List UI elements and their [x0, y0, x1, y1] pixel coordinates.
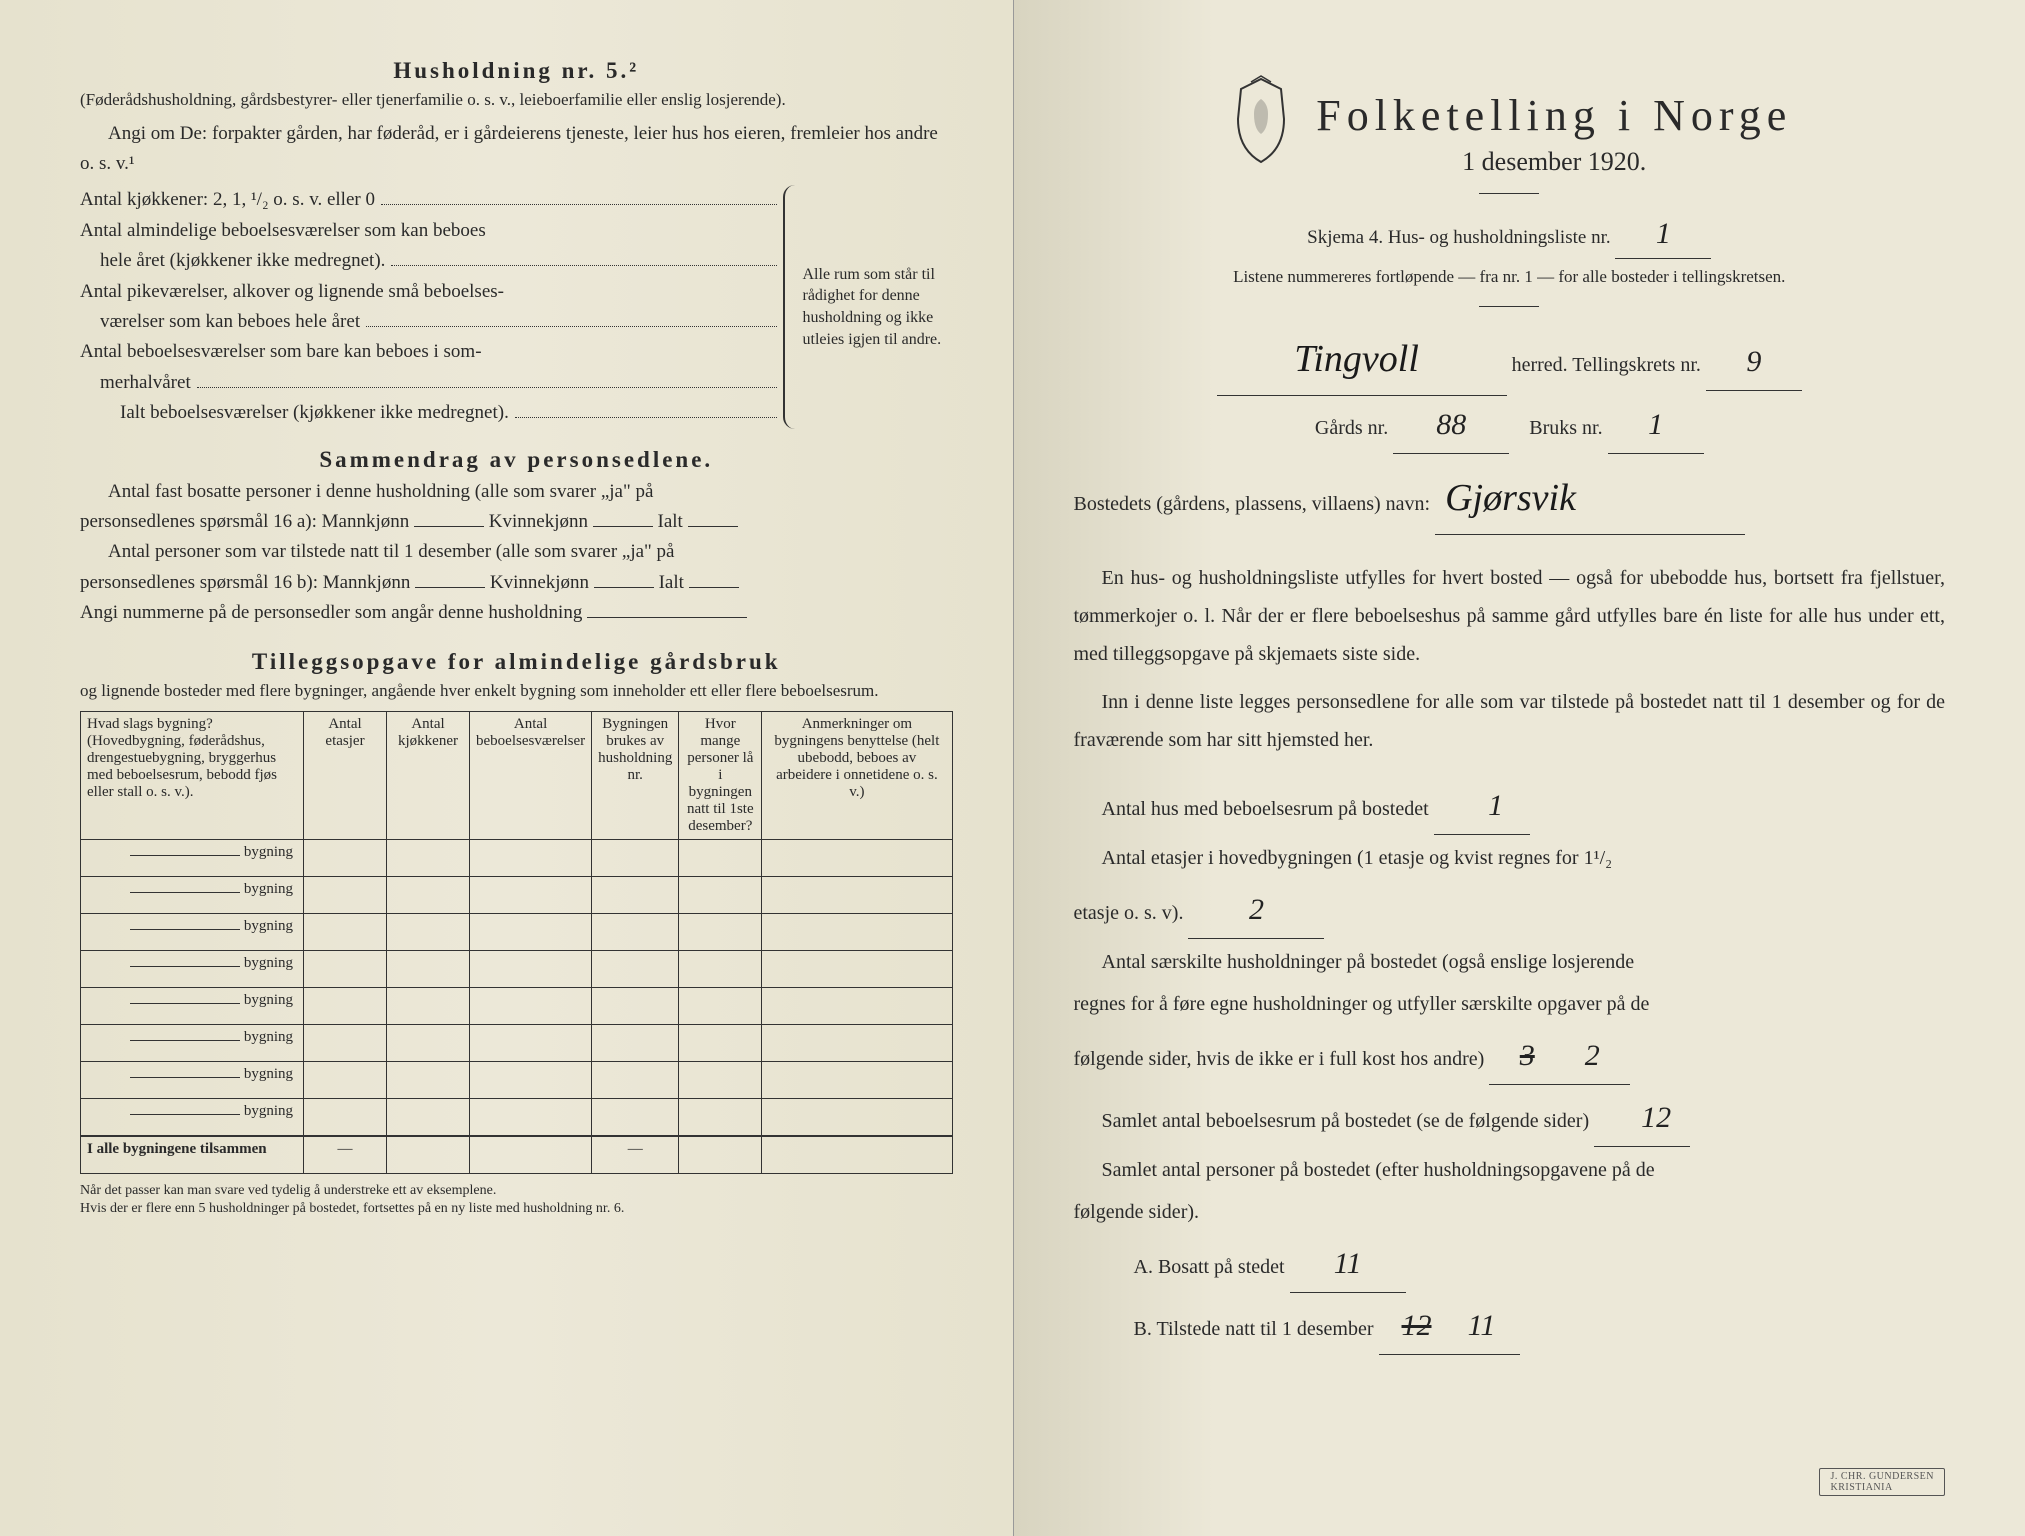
- right-para2: Inn i denne liste legges personsedlene f…: [1074, 683, 1946, 759]
- counts-l2b: hele året (kjøkkener ikke medregnet).: [80, 246, 385, 276]
- tillegg-row: bygning: [81, 840, 953, 877]
- q3-label-a: Antal særskilte husholdninger på bostede…: [1102, 951, 1635, 973]
- q5-label-b: følgende sider).: [1074, 1201, 1200, 1223]
- q3-label-b: regnes for å føre egne husholdninger og …: [1074, 993, 1650, 1015]
- q1-label: Antal hus med beboelsesrum på bostedet: [1102, 798, 1429, 820]
- main-title: Folketelling i Norge: [1316, 90, 1792, 141]
- counts-sidenote: Alle rum som står til rådighet for denne…: [783, 185, 953, 428]
- tillegg-row: bygning: [81, 1025, 953, 1062]
- krets-value: 9: [1706, 333, 1802, 391]
- tillegg-col-0: Hvad slags bygning? (Hovedbygning, føder…: [81, 712, 304, 840]
- room-counts-block: Antal kjøkkener: 2, 1, ¹/₂ o. s. v. elle…: [80, 185, 953, 428]
- divider2-icon: [1479, 306, 1539, 307]
- q3-value-struck: 3: [1497, 1027, 1557, 1084]
- tillegg-col-3: Antal beboelsesværelser: [470, 712, 592, 840]
- right-page: Folketelling i Norge 1 desember 1920. Sk…: [1013, 0, 2025, 1536]
- tillegg-col-5: Hvor mange personer lå i bygningen natt …: [679, 712, 762, 840]
- q5b-value: 11: [1452, 1297, 1512, 1354]
- household-heading: Husholdning nr. 5.²: [80, 58, 953, 84]
- gards-value: 88: [1393, 396, 1509, 454]
- q3-label-c: følgende sider, hvis de ikke er i full k…: [1074, 1048, 1485, 1070]
- q1-value: 1: [1434, 777, 1530, 835]
- bruks-label: Bruks nr.: [1529, 417, 1602, 439]
- q4-value: 12: [1594, 1089, 1690, 1147]
- samm-p2b: personsedlenes spørsmål 16 b): Mannkjønn: [80, 572, 410, 593]
- tillegg-table: Hvad slags bygning? (Hovedbygning, føder…: [80, 711, 953, 1174]
- household-para1: (Føderådshusholdning, gårdsbestyrer- ell…: [80, 88, 953, 113]
- q5b-value-struck: 12: [1387, 1297, 1447, 1354]
- right-para1: En hus- og husholdningsliste utfylles fo…: [1074, 559, 1946, 673]
- counts-l4b: merhalvåret: [80, 368, 191, 398]
- q5b-label: B. Tilstede natt til 1 desember: [1134, 1318, 1374, 1340]
- q5a-value: 11: [1290, 1235, 1406, 1293]
- tillegg-col-1: Antal etasjer: [304, 712, 387, 840]
- counts-l3a: Antal pikeværelser, alkover og lignende …: [80, 277, 504, 307]
- document-spread: Husholdning nr. 5.² (Føderådshusholdning…: [0, 0, 2025, 1536]
- q3-value: 2: [1562, 1027, 1622, 1084]
- tillegg-col-6: Anmerkninger om bygningens benyttelse (h…: [762, 712, 952, 840]
- q4-label: Samlet antal beboelsesrum på bostedet (s…: [1102, 1110, 1590, 1132]
- samm-ialt: Ialt: [658, 511, 683, 532]
- tillegg-col-2: Antal kjøkkener: [387, 712, 470, 840]
- left-page: Husholdning nr. 5.² (Føderådshusholdning…: [0, 0, 1013, 1536]
- gards-label: Gårds nr.: [1315, 417, 1388, 439]
- q5b-value-field: 12 11: [1379, 1297, 1520, 1355]
- bosted-label: Bostedets (gårdens, plassens, villaens) …: [1074, 493, 1431, 515]
- counts-l5: Ialt beboelsesværelser (kjøkkener ikke m…: [80, 398, 509, 428]
- q3-value-field: 3 2: [1489, 1027, 1630, 1085]
- skjema-value: 1: [1615, 210, 1711, 259]
- census-date: 1 desember 1920.: [1316, 147, 1792, 177]
- samm-p2a: Antal personer som var tilstede natt til…: [80, 537, 953, 567]
- bosted-value: Gjørsvik: [1435, 462, 1745, 535]
- tillegg-row: bygning: [81, 1062, 953, 1099]
- tillegg-sub: og lignende bosteder med flere bygninger…: [80, 679, 953, 704]
- tillegg-totals: I alle bygningene tilsammen: [81, 1136, 304, 1174]
- q5a-label: A. Bosatt på stedet: [1134, 1256, 1285, 1278]
- counts-l1: Antal kjøkkener: 2, 1, ¹/₂ o. s. v. elle…: [80, 185, 375, 215]
- herred-label: herred. Tellingskrets nr.: [1512, 354, 1701, 376]
- tillegg-heading: Tilleggsopgave for almindelige gårdsbruk: [80, 649, 953, 675]
- q2-label-a: Antal etasjer i hovedbygningen (1 etasje…: [1102, 847, 1613, 869]
- counts-l3b: værelser som kan beboes hele året: [80, 307, 360, 337]
- samm-p1a: Antal fast bosatte personer i denne hush…: [80, 477, 953, 507]
- tillegg-footnote: Når det passer kan man svare ved tydelig…: [80, 1182, 953, 1218]
- sammendrag-heading: Sammendrag av personsedlene.: [80, 447, 953, 473]
- counts-l4a: Antal beboelsesværelser som bare kan beb…: [80, 337, 482, 367]
- tillegg-row: bygning: [81, 951, 953, 988]
- bruks-value: 1: [1608, 396, 1704, 454]
- tillegg-row: bygning: [81, 988, 953, 1025]
- listing-note: Listene nummereres fortløpende — fra nr.…: [1074, 265, 1946, 290]
- samm-kv: Kvinnekjønn: [489, 511, 588, 532]
- tillegg-col-4: Bygningen brukes av husholdning nr.: [592, 712, 679, 840]
- q2-value: 2: [1188, 881, 1324, 939]
- q5-label-a: Samlet antal personer på bostedet (efter…: [1102, 1159, 1655, 1181]
- counts-l2a: Antal almindelige beboelsesværelser som …: [80, 216, 486, 246]
- household-para2: Angi om De: forpakter gården, har føderå…: [80, 119, 953, 180]
- tillegg-row: bygning: [81, 1099, 953, 1137]
- q2-label-b: etasje o. s. v).: [1074, 902, 1184, 924]
- divider-icon: [1479, 193, 1539, 194]
- samm-p1b: personsedlenes spørsmål 16 a): Mannkjønn: [80, 511, 409, 532]
- tillegg-row: bygning: [81, 877, 953, 914]
- skjema-label: Skjema 4. Hus- og husholdningsliste nr.: [1307, 227, 1610, 248]
- herred-value: Tingvoll: [1217, 323, 1507, 396]
- printer-stamp: J. CHR. GUNDERSEN KRISTIANIA: [1819, 1468, 1945, 1496]
- tillegg-row: bygning: [81, 914, 953, 951]
- samm-p3: Angi nummerne på de personsedler som ang…: [80, 602, 582, 623]
- coat-of-arms-icon: [1226, 74, 1296, 164]
